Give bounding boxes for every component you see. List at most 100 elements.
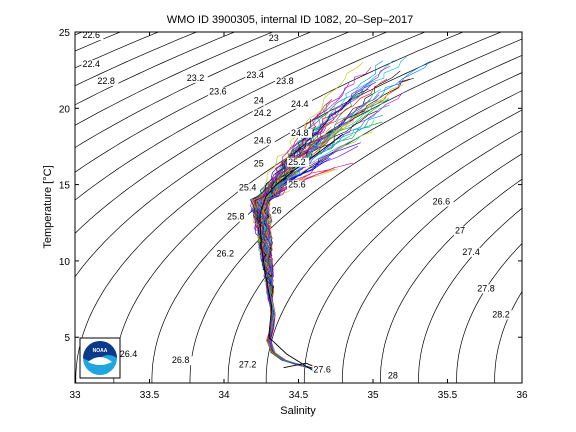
isopycnal-label-bg	[287, 180, 310, 190]
isopycnal-line	[75, 32, 236, 106]
isopycnal-label-bg	[476, 284, 499, 294]
isopycnal-line	[189, 72, 522, 383]
isopycnal-label-bg	[237, 360, 260, 370]
isopycnal-line	[75, 32, 274, 126]
isopycnal-label-bg	[185, 73, 208, 83]
isopycnal-label-bg	[215, 249, 238, 259]
isopycnal-labels: 22.4 22.6 22.8 23 23.2 23.4 23.6 23.8 24 24.2 24.4…	[81, 30, 514, 381]
x-tick-label: 35.5	[438, 390, 458, 401]
isopycnal-line	[265, 109, 522, 383]
isopycnal-label: 24.6	[254, 135, 272, 145]
isopycnal-line	[227, 90, 522, 383]
isopycnal-line	[456, 242, 522, 383]
isopycnal-label-bg	[267, 34, 280, 44]
x-tick-label: 34.5	[289, 390, 309, 401]
profile-curve	[259, 141, 318, 370]
isopycnal-label-bg	[81, 31, 104, 41]
profile-curve	[256, 119, 375, 370]
profile-curves	[249, 56, 431, 372]
isopycnal-label: 24.8	[291, 128, 309, 138]
x-axis: 33 33.5 34 34.5 35 35.5 36	[69, 32, 528, 401]
isopycnal-label: 23.6	[209, 87, 227, 97]
isopycnal-label-bg	[386, 371, 399, 381]
isopycnal-label: 22.4	[82, 59, 100, 69]
isopycnal-label-bg	[245, 70, 268, 80]
x-tick-label: 34	[218, 390, 230, 401]
isopycnal-label: 23.8	[276, 76, 294, 86]
x-tick-label: 33	[69, 390, 81, 401]
isopycnal-label: 26	[272, 206, 282, 216]
isopycnal-label-bg	[96, 76, 119, 86]
isopycnal-label: 24.2	[254, 108, 272, 118]
isopycnal-line	[303, 130, 522, 383]
isopycnal-label: 25.8	[227, 212, 245, 222]
isopycnal-label-bg	[170, 356, 193, 366]
isopycnal-line	[75, 32, 350, 173]
isopycnal-label-bg	[252, 96, 265, 106]
isopycnal-line	[75, 32, 426, 234]
isopycnal-label-bg	[225, 212, 248, 222]
isopycnal-label: 26.6	[433, 196, 451, 206]
isopycnal-label-bg	[312, 365, 335, 375]
profile-curve	[255, 83, 373, 370]
y-tick-label: 15	[59, 181, 71, 192]
isopycnal-label-bg	[81, 60, 104, 70]
isopycnal-label: 27.8	[477, 283, 495, 293]
y-tick-label: 25	[59, 28, 71, 39]
isopycnal-line	[418, 207, 522, 383]
profile-curve	[256, 168, 318, 370]
x-tick-label: 35	[367, 390, 379, 401]
isopycnal-label-bg	[208, 87, 231, 97]
y-axis-title: Temperature [°C]	[42, 165, 54, 248]
isopycnal-label-bg	[252, 159, 265, 169]
chart-title: WMO ID 3900305, internal ID 1082, 20–Sep…	[167, 14, 413, 26]
isopycnal-label: 22.6	[82, 30, 100, 40]
isopycnal-label: 23.2	[187, 73, 205, 83]
isopycnal-label: 22.8	[97, 76, 115, 86]
isopycnal-label-bg	[237, 183, 260, 193]
y-tick-label: 20	[59, 104, 71, 115]
isopycnal-label: 25.2	[288, 157, 306, 167]
noaa-logo-text: NOAA	[93, 348, 108, 354]
isopycnal-line	[380, 178, 522, 383]
isopycnal-label: 27.4	[462, 247, 480, 257]
isopycnal-line	[75, 32, 198, 87]
isopycnal-label: 26.4	[120, 349, 138, 359]
isopycnal-label: 28	[388, 370, 398, 380]
isopycnal-line	[75, 32, 464, 278]
isopycnal-label: 25.6	[288, 180, 306, 190]
isopycnal-label-bg	[491, 310, 514, 320]
isopycnal-line	[341, 153, 522, 383]
noaa-logo-icon: NOAA	[79, 337, 121, 379]
isopycnal-label-bg	[118, 350, 141, 360]
isopycnal-label-bg	[270, 206, 283, 216]
isopycnal-label: 27.6	[313, 364, 331, 374]
isopycnal-label-bg	[275, 76, 298, 86]
isopycnal-label: 26.2	[217, 248, 235, 258]
y-axis: 5 10 15 20 25	[59, 28, 522, 344]
isopycnal-label: 25	[254, 158, 264, 168]
isopycnal-line	[113, 38, 522, 383]
isopycnal-label: 26.8	[172, 355, 190, 365]
isopycnal-label: 24.4	[291, 99, 309, 109]
isopycnal-lines	[75, 32, 522, 383]
isopycnal-line	[75, 32, 503, 383]
isopycnal-label-bg	[252, 136, 275, 146]
isopycnal-label-bg	[461, 247, 484, 257]
profile-curve	[251, 62, 363, 370]
y-tick-label: 5	[64, 333, 70, 344]
isopycnal-line	[494, 290, 522, 383]
isopycnal-label-bg	[290, 128, 313, 138]
isopycnal-label-bg	[252, 108, 275, 118]
x-axis-title: Salinity	[280, 405, 316, 417]
x-tick-label: 36	[516, 390, 528, 401]
x-tick-label: 33.5	[140, 390, 160, 401]
y-tick-label: 10	[59, 257, 71, 268]
isopycnal-label: 27	[455, 225, 465, 235]
isopycnal-label: 28.2	[492, 309, 510, 319]
isopycnal-label-bg	[453, 226, 466, 236]
isopycnal-label: 23	[269, 33, 279, 43]
isopycnal-label-bg	[290, 99, 313, 109]
isopycnal-label: 23.4	[246, 70, 264, 80]
